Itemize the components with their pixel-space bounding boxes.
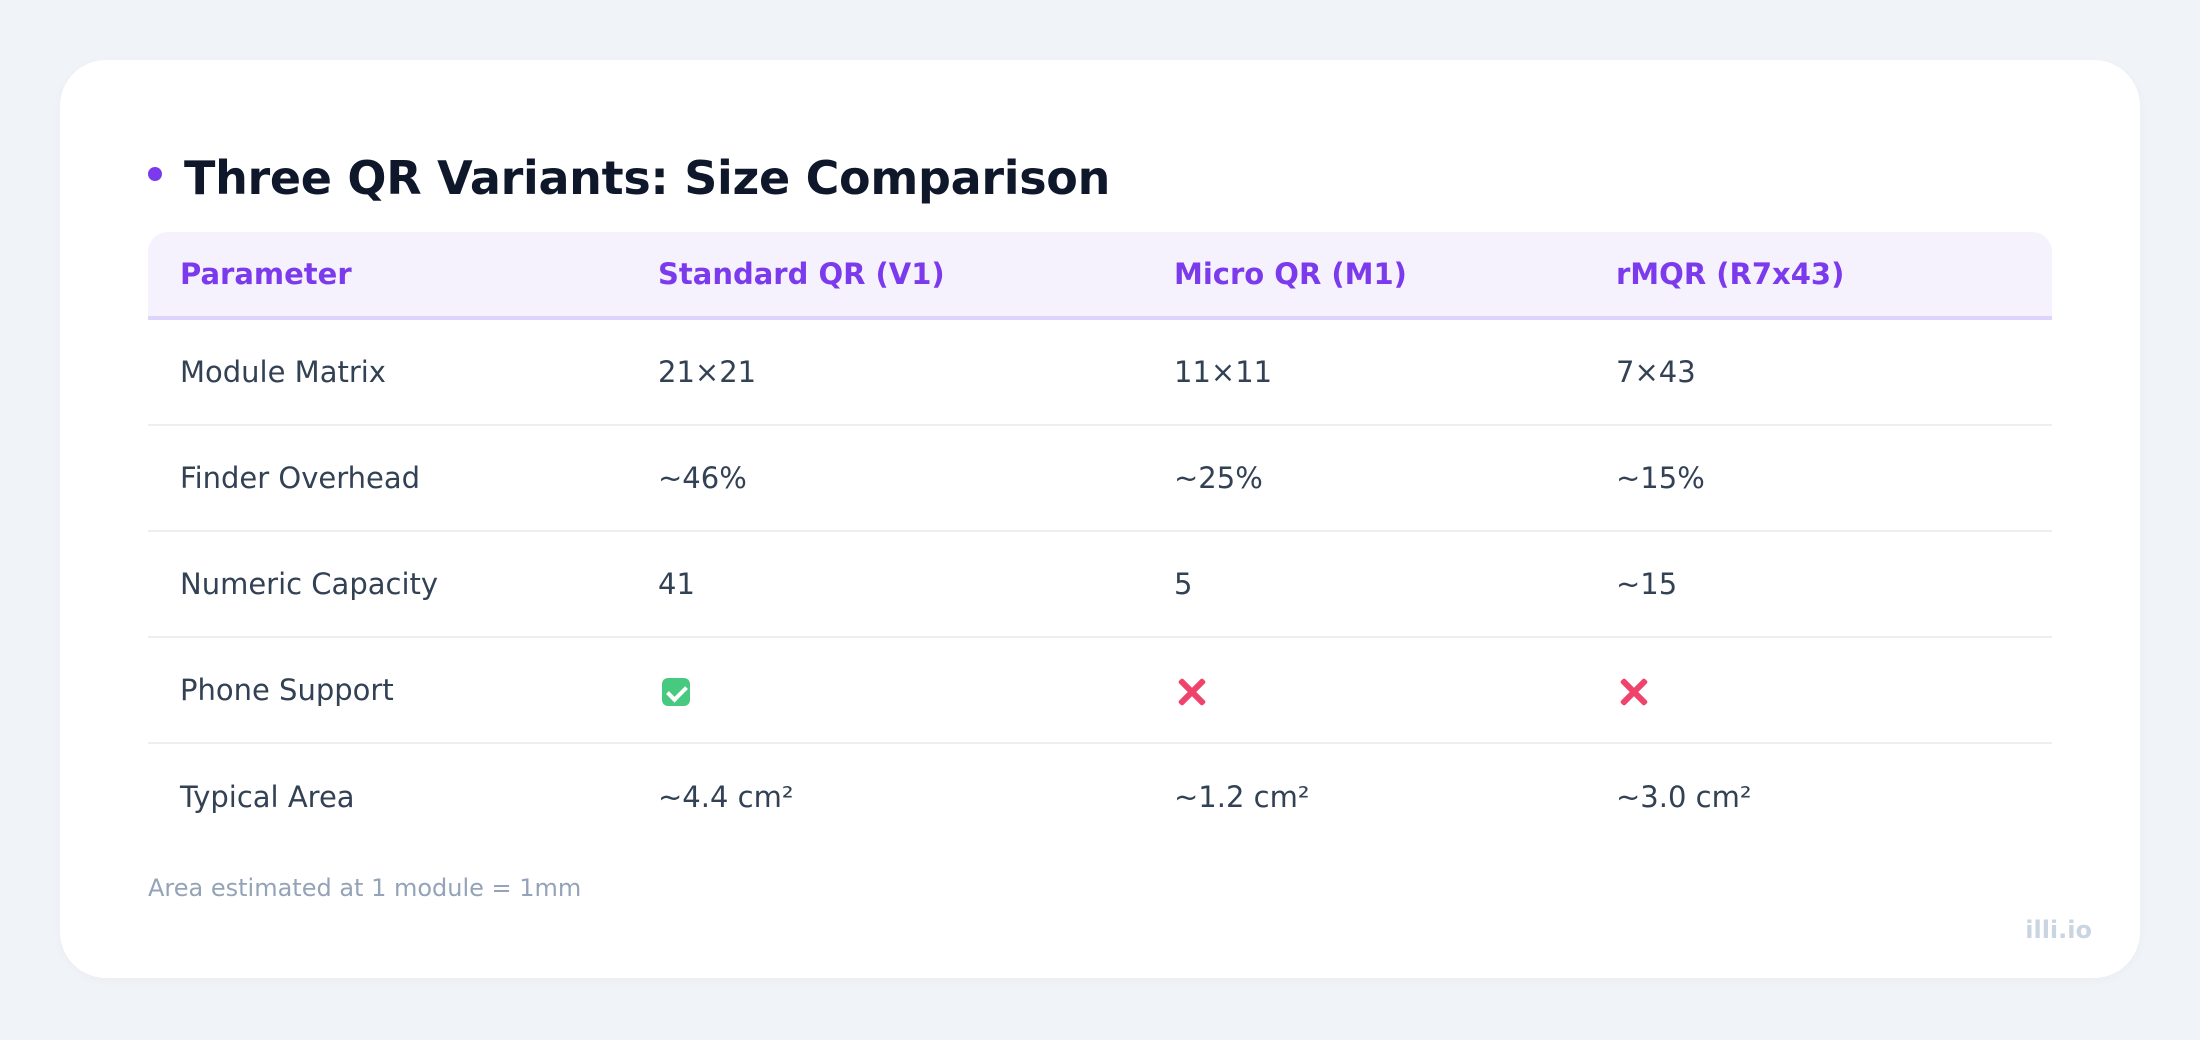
- cell-micro: [1174, 673, 1616, 708]
- cell-standard: ~4.4 cm²: [658, 780, 794, 814]
- cell-micro: 5: [1174, 567, 1193, 601]
- table-row: Module Matrix 21×21 11×11 7×43: [148, 320, 2052, 426]
- table-header: Parameter Standard QR (V1) Micro QR (M1)…: [148, 232, 2052, 320]
- cell-standard: 21×21: [658, 355, 757, 389]
- row-param: Numeric Capacity: [180, 567, 439, 601]
- bullet-dot: [148, 167, 162, 181]
- header-parameter: Parameter: [180, 257, 352, 291]
- cell-rmqr: ~15%: [1616, 461, 1705, 495]
- cell-standard: [658, 673, 1174, 707]
- row-param: Phone Support: [180, 673, 394, 707]
- cross-icon: [1175, 676, 1207, 708]
- row-param: Finder Overhead: [180, 461, 421, 495]
- row-param: Typical Area: [180, 780, 355, 814]
- cell-rmqr: 7×43: [1616, 355, 1696, 389]
- table-row: Phone Support: [148, 638, 2052, 744]
- row-param: Module Matrix: [180, 355, 386, 389]
- cell-micro: 11×11: [1174, 355, 1273, 389]
- cell-rmqr: [1616, 673, 2052, 708]
- check-icon: [662, 678, 690, 706]
- cross-icon: [1617, 676, 1649, 708]
- header-rmqr: rMQR (R7x43): [1616, 257, 1845, 291]
- cell-rmqr: ~15: [1616, 567, 1678, 601]
- cell-micro: ~25%: [1174, 461, 1263, 495]
- table-row: Finder Overhead ~46% ~25% ~15%: [148, 426, 2052, 532]
- cell-micro: ~1.2 cm²: [1174, 780, 1310, 814]
- table-row: Numeric Capacity 41 5 ~15: [148, 532, 2052, 638]
- page-title: Three QR Variants: Size Comparison: [184, 151, 1111, 205]
- footnote: Area estimated at 1 module = 1mm: [148, 874, 582, 902]
- title-row: Three QR Variants: Size Comparison: [148, 138, 1110, 218]
- comparison-card: Three QR Variants: Size Comparison Param…: [60, 60, 2140, 978]
- cell-standard: 41: [658, 567, 695, 601]
- table-row: Typical Area ~4.4 cm² ~1.2 cm² ~3.0 cm²: [148, 744, 2052, 850]
- header-standard-qr: Standard QR (V1): [658, 257, 945, 291]
- brand-watermark: illi.io: [2025, 916, 2092, 944]
- comparison-table: Parameter Standard QR (V1) Micro QR (M1)…: [148, 232, 2052, 850]
- header-micro-qr: Micro QR (M1): [1174, 257, 1407, 291]
- cell-rmqr: ~3.0 cm²: [1616, 780, 1752, 814]
- cell-standard: ~46%: [658, 461, 747, 495]
